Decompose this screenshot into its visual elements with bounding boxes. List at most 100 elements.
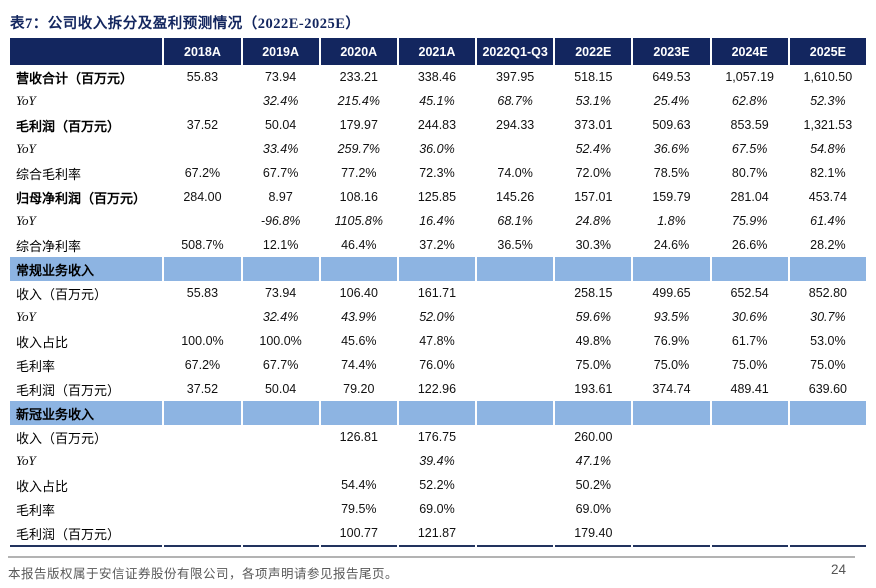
cell-value: 73.94 — [264, 286, 297, 300]
table-row: 收入（百万元） 126.81 176.75 260.00 — [10, 425, 866, 449]
cell-value — [243, 425, 319, 449]
cell-value: 78.5% — [653, 166, 690, 180]
table-row: 收入占比 100.0% 100.0% 45.6% 47.8% 49.8% 76.9% 61.7… — [10, 329, 866, 353]
cell-value: 61.7% — [731, 334, 768, 348]
cell-value: 397.95 — [496, 70, 535, 84]
cell-value — [477, 353, 553, 377]
table-row: YoY -96.8% 1105.8% 16.4% 68.1% 24.8% 1.8% 75.9%… — [10, 209, 866, 233]
cell-value: 145.26 — [496, 190, 535, 204]
cell-value: 75.9% — [731, 214, 768, 228]
cell-value — [555, 401, 632, 425]
cell-value — [711, 521, 788, 547]
cell-value: 69.0% — [575, 502, 612, 516]
cell-value — [477, 401, 554, 425]
cell-value: 1,610.50 — [803, 70, 853, 84]
cell-value: 36.0% — [419, 142, 455, 156]
cell-value: 8.97 — [268, 190, 293, 204]
cell-value: 39.4% — [419, 454, 455, 468]
cell-value: -96.8% — [260, 214, 301, 228]
cell-value — [164, 305, 240, 329]
page-number: 24 — [830, 562, 846, 577]
cell-value: 67.7% — [262, 166, 299, 180]
cell-value: 54.8% — [810, 142, 846, 156]
cell-value: 244.83 — [417, 118, 457, 132]
cell-value: 68.1% — [497, 214, 533, 228]
cell-value: 55.83 — [186, 70, 219, 84]
cell-value: 30.3% — [575, 238, 612, 252]
cell-value: 52.0% — [419, 310, 455, 324]
page-title: 表7：公司收入拆分及盈利预测情况（2022E-2025E） — [10, 16, 361, 32]
cell-value: 161.71 — [417, 286, 457, 300]
cell-value — [477, 521, 554, 547]
cell-value: 100.0% — [181, 334, 224, 348]
cell-value: 79.5% — [341, 502, 377, 516]
row-label: 毛利率 — [16, 358, 56, 374]
cell-value: 853.59 — [730, 118, 769, 132]
cell-value: 30.7% — [810, 310, 846, 324]
cell-value — [633, 473, 709, 497]
cell-value: 179.40 — [555, 521, 632, 547]
cell-value: 157.01 — [574, 190, 613, 204]
row-label: YoY — [16, 141, 36, 156]
cell-value — [790, 473, 866, 497]
cell-value: 53.1% — [575, 94, 612, 108]
cell-value: 76.0% — [419, 358, 455, 372]
cell-value: 75.0% — [575, 358, 612, 372]
cell-value: 73.94 — [264, 70, 297, 84]
cell-value: 24.6% — [653, 238, 690, 252]
cell-value: 32.4% — [262, 94, 299, 108]
cell-value: 284.00 — [183, 190, 222, 204]
cell-value: 649.53 — [652, 70, 691, 84]
cell-value: 193.61 — [574, 382, 613, 396]
cell-value — [164, 209, 240, 233]
row-label: 新冠业务收入 — [10, 401, 163, 425]
cell-value: 32.4% — [262, 310, 299, 324]
table-row: 综合毛利率 67.2% 67.7% 77.2% 72.3% 74.0% 72.0% 78.5%… — [10, 161, 866, 185]
row-label: 收入（百万元） — [16, 286, 108, 302]
cell-value: 74.4% — [341, 358, 377, 372]
cell-value: 453.74 — [808, 190, 847, 204]
cell-value — [477, 305, 553, 329]
cell-value — [477, 137, 553, 161]
cell-value: 67.5% — [731, 142, 768, 156]
row-label: YoY — [16, 213, 36, 228]
cell-value — [477, 449, 553, 473]
cell-value: 499.65 — [652, 286, 691, 300]
table-row: YoY 32.4% 215.4% 45.1% 68.7% 53.1% 25.4% 62.8% 5… — [10, 89, 866, 113]
header-cell-year: 2022E — [555, 38, 632, 65]
cell-value — [555, 257, 632, 281]
cell-value — [164, 425, 240, 449]
cell-value: 1105.8% — [334, 214, 383, 228]
cell-value — [242, 521, 319, 547]
cell-value: 50.04 — [264, 382, 297, 396]
cell-value — [477, 257, 554, 281]
cell-value: 37.52 — [186, 382, 219, 396]
cell-value: 24.8% — [575, 214, 612, 228]
table-row: 毛利润（百万元） 100.77 121.87 179.40 — [10, 521, 866, 547]
cell-value: 338.46 — [417, 70, 457, 84]
cell-value: 75.0% — [731, 358, 768, 372]
cell-value: 75.0% — [653, 358, 690, 372]
cell-value — [712, 449, 788, 473]
table-row: 归母净利润（百万元） 284.00 8.97 108.16 125.85 145.26 15… — [10, 185, 866, 209]
header-cell-year: 2022Q1-Q3 — [477, 38, 554, 65]
cell-value: 121.87 — [398, 521, 476, 547]
cell-value — [320, 401, 397, 425]
cell-value: 74.0% — [497, 166, 533, 180]
cell-value: 26.6% — [731, 238, 768, 252]
cell-value: 36.6% — [653, 142, 690, 156]
cell-value: 54.4% — [341, 478, 377, 492]
cell-value: 36.5% — [497, 238, 533, 252]
cell-value — [790, 449, 866, 473]
header-cell-year: 2019A — [242, 38, 319, 65]
cell-value: 25.4% — [653, 94, 690, 108]
cell-value — [164, 473, 240, 497]
cell-value: 72.3% — [419, 166, 455, 180]
table-header-row: 2018A 2019A 2020A 2021A 2022Q1-Q3 2022E 2023E 2… — [10, 38, 866, 65]
cell-value: 100.0% — [259, 334, 302, 348]
cell-value: 50.2% — [575, 478, 612, 492]
header-cell-year: 2025E — [789, 38, 866, 65]
table-row: 毛利率 79.5% 69.0% 69.0% — [10, 497, 866, 521]
row-label: 营收合计（百万元） — [16, 70, 134, 86]
cell-value — [790, 425, 866, 449]
